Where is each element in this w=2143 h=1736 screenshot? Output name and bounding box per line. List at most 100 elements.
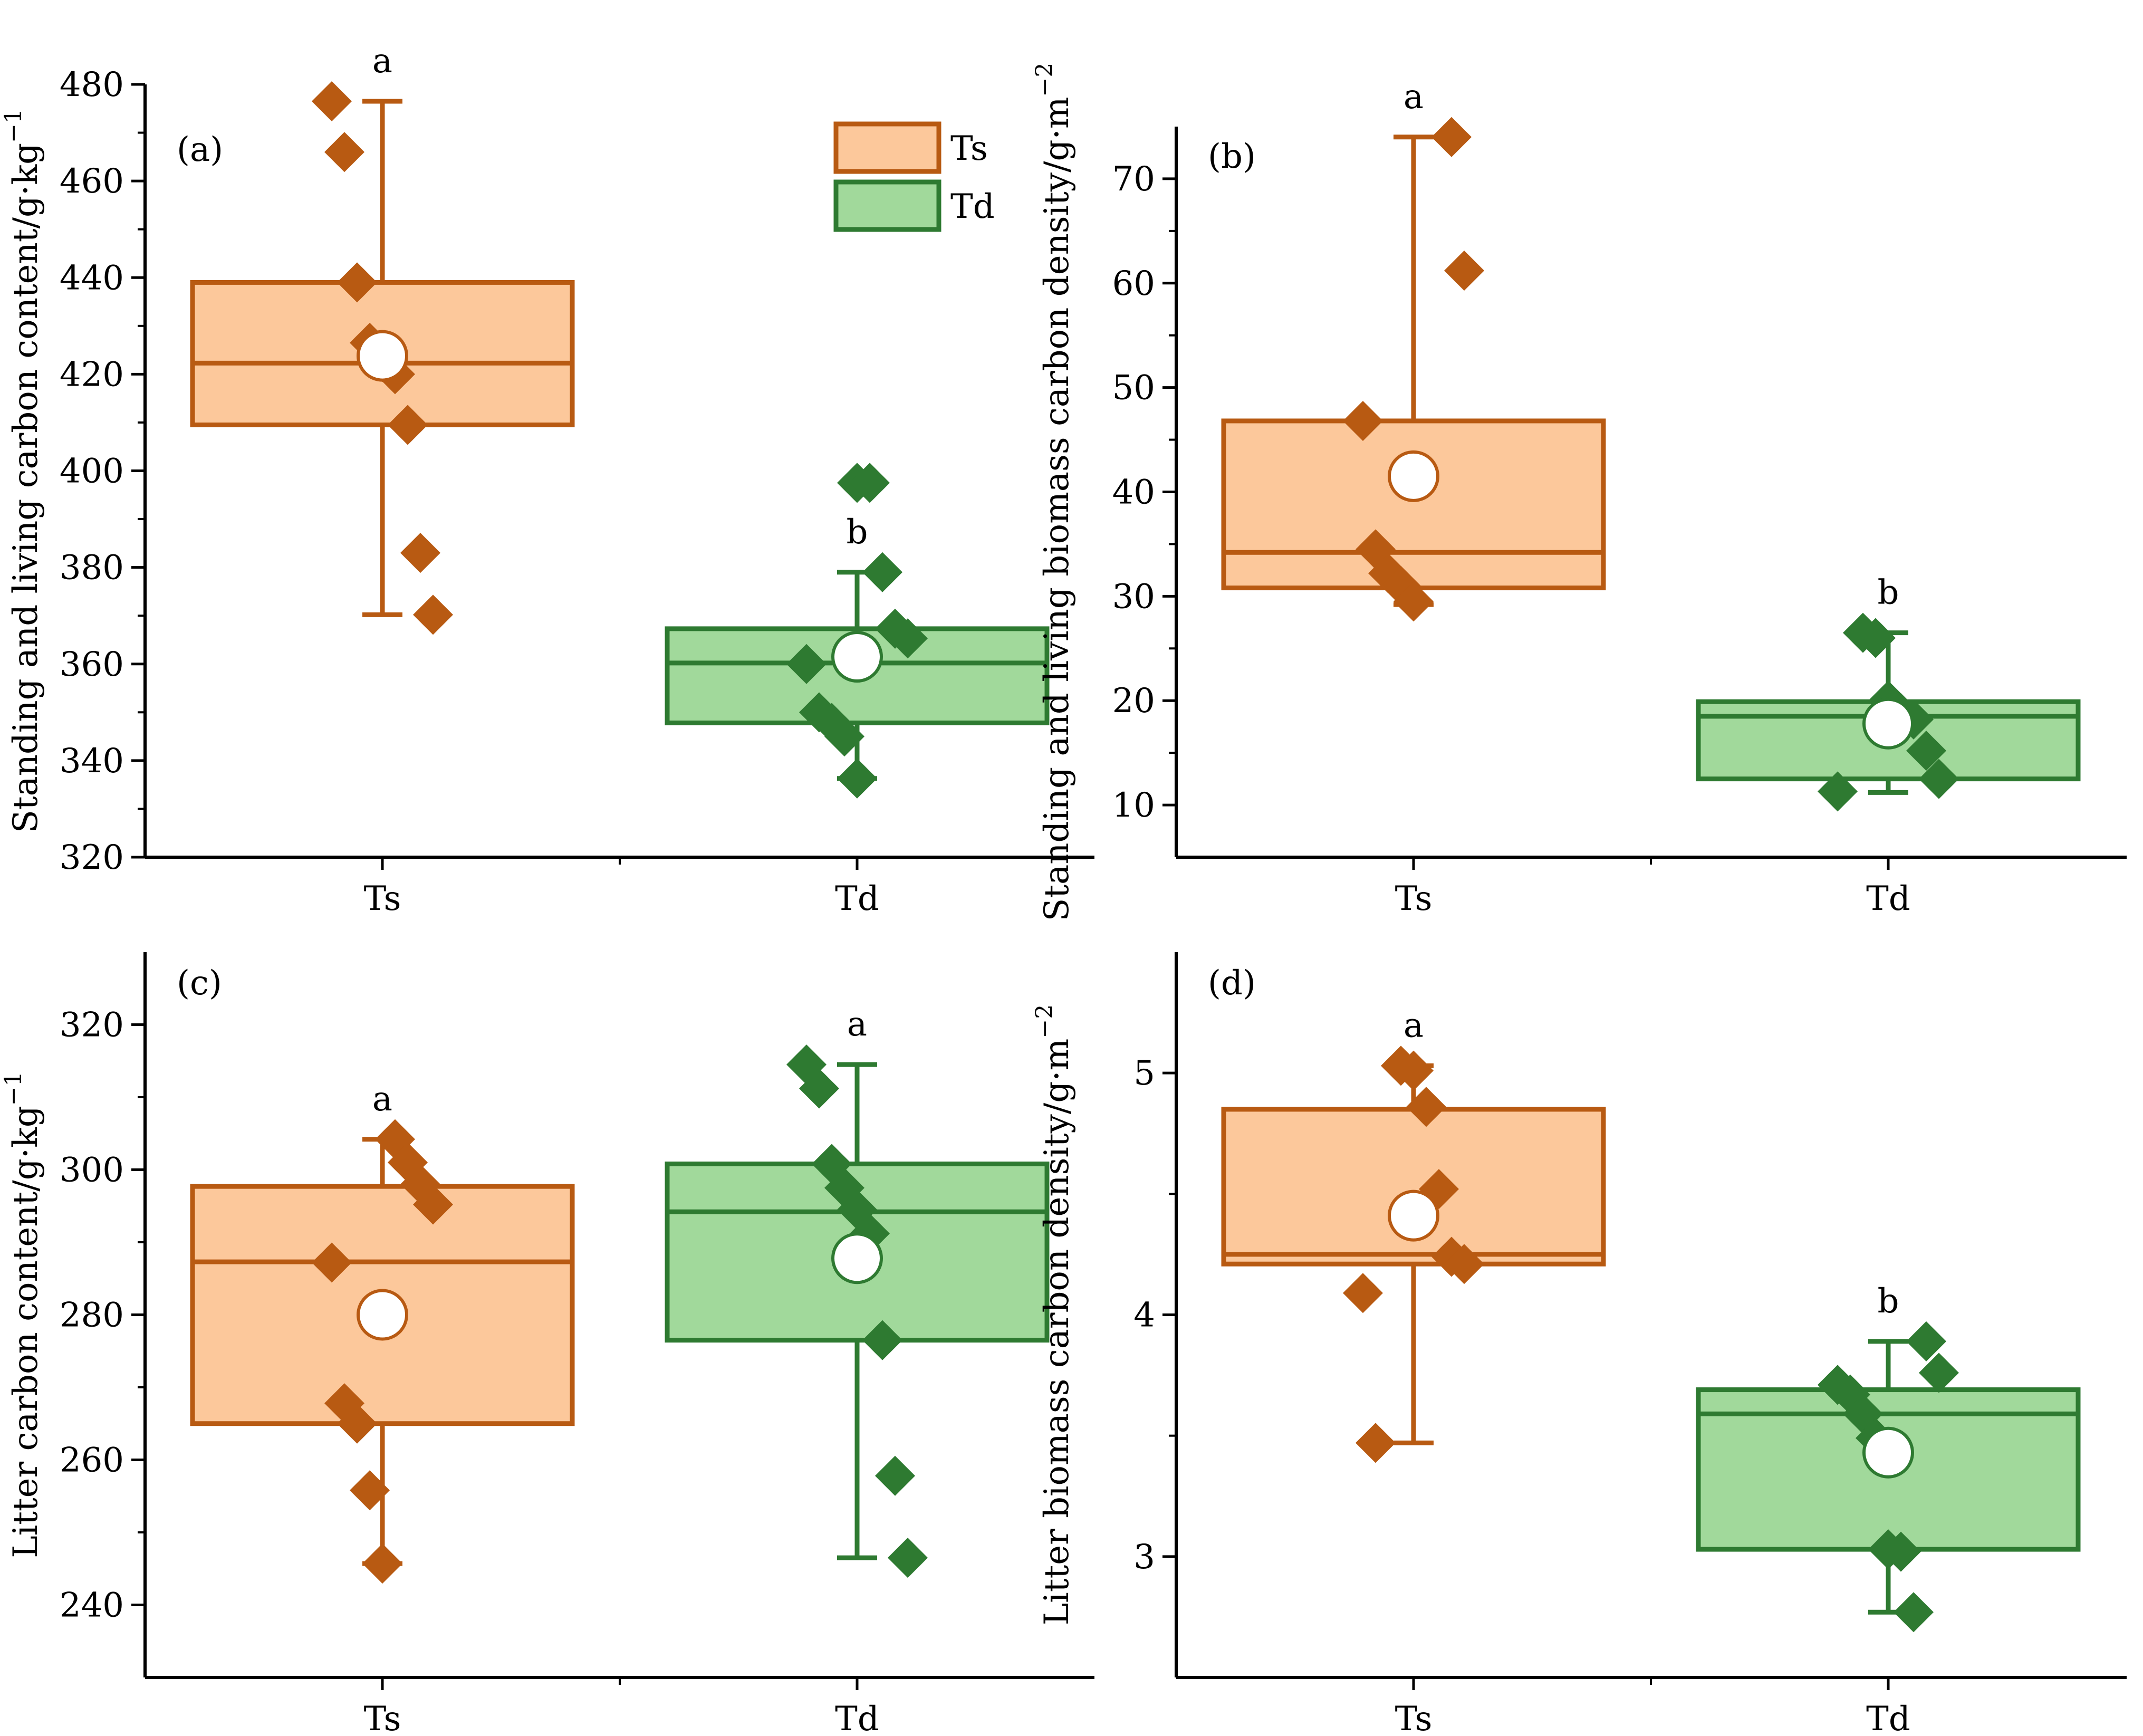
significance-letter: b (1878, 573, 1899, 612)
data-point (1394, 1050, 1434, 1091)
panel-label: (b) (1208, 137, 1256, 176)
legend-label-td: Td (950, 187, 995, 226)
y-tick-label: 340 (60, 742, 124, 781)
y-tick-label: 40 (1112, 473, 1155, 512)
data-point (1343, 1273, 1383, 1313)
data-point (337, 262, 377, 303)
y-axis-label-text: Standing and living carbon content/g·kg (6, 143, 45, 833)
box-td: b (1696, 573, 2081, 812)
data-point (824, 716, 864, 757)
y-axis-label-unit-exponent: −1 (0, 1071, 27, 1106)
legend-swatch-ts (833, 121, 941, 174)
y-tick-label: 460 (60, 162, 124, 201)
x-tick-label-ts: Ts (1395, 1700, 1433, 1736)
legend-swatch-td (833, 179, 941, 232)
data-point (324, 132, 364, 172)
data-point (1894, 1592, 1934, 1633)
significance-letter: a (1404, 1006, 1424, 1045)
y-tick-label: 380 (60, 549, 124, 588)
data-point (786, 644, 827, 684)
y-tick-label: 320 (60, 1006, 124, 1045)
significance-letter: b (847, 513, 868, 552)
y-tick-label: 440 (60, 258, 124, 298)
panel-d: 3 4 5 Ts Td (d) Litter biomass carbon density/… (1031, 952, 2127, 1736)
y-tick-label: 320 (60, 838, 124, 877)
mean-marker (831, 631, 883, 683)
y-tick-label: 480 (60, 65, 124, 104)
y-tick-label: 400 (60, 452, 124, 491)
y-axis-label: Litter carbon content/g·kg−1 (0, 1071, 45, 1558)
y-tick-label: 50 (1112, 369, 1155, 408)
y-axis-label-unit-exponent: −2 (1031, 63, 1058, 97)
panel-a: 320 340 360 380 400 420 440 460 480 Ts Td (a) Standi… (0, 42, 1094, 918)
mean-marker (1388, 1190, 1439, 1242)
x-tick-label-td: Td (1866, 1700, 1910, 1736)
y-axis-label-text: Litter biomass carbon density/g·m (1037, 1039, 1077, 1626)
box-ts: a (190, 1080, 575, 1584)
data-point (888, 1538, 928, 1578)
data-point (1881, 1531, 1921, 1572)
y-axis-label: Standing and living biomass carbon densi… (1031, 63, 1077, 922)
data-point (413, 594, 453, 635)
data-point (850, 463, 890, 503)
data-point (837, 758, 877, 799)
data-point (862, 552, 902, 592)
mean-marker (357, 1289, 408, 1341)
y-tick-label: 70 (1112, 160, 1155, 199)
data-point (1906, 1321, 1946, 1361)
data-point (1919, 1353, 1959, 1393)
y-axis-label: Litter biomass carbon density/g·m−2 (1031, 1004, 1077, 1625)
legend: Ts Td (833, 121, 995, 232)
data-point (1406, 1087, 1446, 1127)
y-tick-label: 60 (1112, 264, 1155, 303)
panel-label: (d) (1208, 964, 1256, 1003)
data-point (1431, 117, 1472, 157)
data-point (1906, 731, 1946, 771)
y-tick-label: 20 (1112, 682, 1155, 721)
data-point (1444, 251, 1484, 291)
x-tick-label-td: Td (1866, 879, 1910, 918)
data-point (888, 618, 928, 659)
panel-label: (c) (177, 964, 222, 1003)
significance-letter: a (372, 42, 392, 81)
significance-letter: b (1878, 1282, 1899, 1321)
legend-label-ts: Ts (950, 129, 988, 168)
x-tick-label-ts: Ts (364, 1700, 401, 1736)
x-tick-label-ts: Ts (364, 879, 401, 918)
mean-marker (831, 1232, 883, 1284)
y-tick-label: 260 (60, 1441, 124, 1480)
box-ts: a (1221, 78, 1606, 622)
y-tick-label: 10 (1112, 786, 1155, 825)
data-point (312, 81, 352, 122)
y-axis-label-text: Litter carbon content/g·kg (6, 1106, 45, 1558)
box-ts: a (1221, 1006, 1606, 1463)
y-tick-label: 300 (60, 1151, 124, 1190)
data-point (312, 1242, 352, 1283)
mean-marker (1862, 1426, 1914, 1479)
y-tick-label: 420 (60, 355, 124, 394)
data-point (400, 533, 440, 573)
data-point (1444, 1244, 1484, 1284)
data-point (1356, 1423, 1396, 1463)
mean-marker (357, 330, 408, 382)
y-tick-label: 280 (60, 1296, 124, 1335)
significance-letter: a (847, 1005, 867, 1044)
box-td: a (665, 1005, 1050, 1578)
mean-marker (1862, 697, 1914, 750)
data-point (1856, 618, 1896, 658)
x-tick-label-ts: Ts (1395, 879, 1433, 918)
box-iqr (1221, 418, 1606, 591)
panel-label: (a) (177, 130, 223, 169)
y-tick-label: 4 (1133, 1296, 1155, 1335)
data-point (862, 1320, 902, 1360)
data-point (337, 1403, 377, 1444)
panel-c: 240 260 280 300 320 Ts Td (c) Litter carbon cont… (0, 952, 1094, 1736)
panel-b: 10 20 30 40 50 60 70 Ts Td (b) Standing and living… (1031, 63, 2127, 922)
data-point (1343, 400, 1383, 441)
box-td: b (665, 463, 1050, 799)
y-tick-label: 240 (60, 1586, 124, 1625)
x-tick-label-td: Td (835, 879, 879, 918)
y-axis-label: Standing and living carbon content/g·kg−… (0, 109, 45, 833)
significance-letter: a (1404, 78, 1424, 117)
